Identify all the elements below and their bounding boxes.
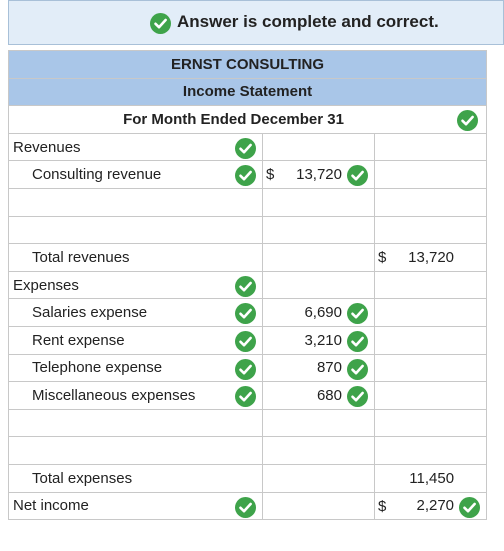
check-svg xyxy=(347,165,368,187)
period: For Month Ended December 31 xyxy=(7,105,488,134)
check-svg xyxy=(235,358,256,380)
label-text: Miscellaneous expenses xyxy=(32,386,196,404)
period-text: For Month Ended December 31 xyxy=(123,110,344,128)
result-banner: Answer is complete and correct. xyxy=(8,0,504,45)
amount-cell: 680 xyxy=(262,381,375,410)
check-icon xyxy=(235,358,256,380)
label-text: Expenses xyxy=(13,276,79,294)
check-svg xyxy=(235,165,256,187)
total-cell: $13,720 xyxy=(373,243,488,272)
label-text: Net income xyxy=(13,497,89,515)
check-icon xyxy=(457,110,479,132)
label-text: Consulting revenue xyxy=(32,166,162,184)
check-svg xyxy=(235,386,256,408)
banner-text: Answer is complete and correct. xyxy=(177,12,439,31)
amount-cell: 3,210 xyxy=(262,325,375,355)
check-icon xyxy=(235,303,256,325)
amount-cell: 870 xyxy=(262,353,375,383)
check-svg xyxy=(457,110,479,132)
label-text: Revenues xyxy=(13,138,81,156)
total-cell: $2,270 xyxy=(373,491,488,521)
check-svg xyxy=(235,330,256,352)
row-label: Total revenues xyxy=(8,243,263,272)
label-text: Total revenues xyxy=(32,248,130,266)
total: 11,450 xyxy=(409,469,455,487)
amount: 870 xyxy=(316,359,342,377)
label-text: Salaries expense xyxy=(32,304,148,322)
check-icon xyxy=(235,275,256,297)
total: 13,720 xyxy=(408,248,455,266)
check-svg xyxy=(235,275,256,297)
label-text: Total expenses xyxy=(32,469,133,487)
check-icon xyxy=(347,358,368,380)
company-name: ERNST CONSULTING xyxy=(7,50,488,79)
row-label: Revenues xyxy=(8,132,263,162)
check-svg xyxy=(235,137,256,159)
amount: 13,720 xyxy=(296,166,342,184)
currency: $ xyxy=(378,249,387,267)
check-icon xyxy=(235,165,256,187)
row-label: Telephone expense xyxy=(8,353,263,383)
statement-name: Income Statement xyxy=(7,77,488,107)
row-label: Net income xyxy=(8,491,263,521)
check-svg xyxy=(347,386,368,408)
row-label: Salaries expense xyxy=(8,298,263,327)
row-label: Total expenses xyxy=(8,463,263,493)
row-label: Expenses xyxy=(8,270,263,300)
check-icon xyxy=(235,496,256,518)
check-icon xyxy=(347,303,368,325)
label-text: Rent expense xyxy=(32,331,125,349)
check-icon xyxy=(235,330,256,352)
total: 2,270 xyxy=(416,497,455,515)
amount: 6,690 xyxy=(304,304,342,322)
amount: 3,210 xyxy=(304,331,342,349)
currency: $ xyxy=(266,166,275,184)
label-text: Telephone expense xyxy=(32,359,163,377)
check-svg xyxy=(347,330,368,352)
row-label: Miscellaneous expenses xyxy=(8,381,263,410)
check-icon xyxy=(235,386,256,408)
check-svg xyxy=(347,303,368,325)
amount-cell: 6,690 xyxy=(262,298,375,327)
check-svg xyxy=(459,496,481,518)
check-svg xyxy=(235,496,256,518)
check-icon xyxy=(347,165,368,187)
check-svg xyxy=(347,358,368,380)
check-icon xyxy=(347,330,368,352)
currency: $ xyxy=(378,497,387,515)
income-statement: ERNST CONSULTING Income Statement For Mo… xyxy=(7,50,488,521)
total-cell: 11,450 xyxy=(373,463,488,493)
check-icon xyxy=(347,386,368,408)
row-label: Rent expense xyxy=(8,325,263,355)
row-label: Consulting revenue xyxy=(8,160,263,189)
check-svg xyxy=(150,13,171,34)
check-icon xyxy=(150,13,171,34)
amount-cell: $13,720 xyxy=(262,160,375,189)
check-svg xyxy=(235,303,256,325)
check-icon xyxy=(459,496,481,518)
amount: 680 xyxy=(316,386,342,404)
check-icon xyxy=(235,137,256,159)
